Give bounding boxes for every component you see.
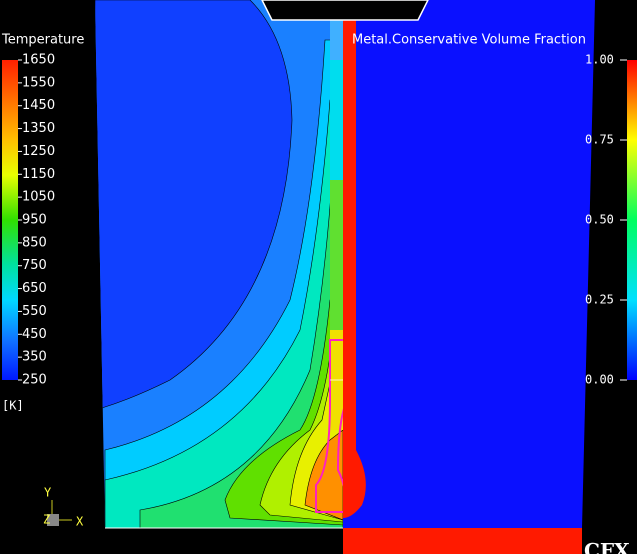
axis-triad: Y Z X bbox=[43, 486, 84, 529]
legend-label: 1150 bbox=[22, 167, 55, 182]
temperature-color-bar bbox=[2, 60, 18, 380]
volume-fraction-contour bbox=[343, 0, 595, 554]
legend-label: 0.00 bbox=[585, 373, 614, 387]
axis-label: Z bbox=[43, 513, 50, 527]
temperature-unit: [K] bbox=[2, 399, 24, 413]
legend-label: 950 bbox=[22, 213, 47, 228]
axis-label: Y bbox=[44, 486, 52, 500]
legend-label: 1.00 bbox=[585, 53, 614, 67]
logo: CFX bbox=[584, 539, 630, 554]
mould-top bbox=[261, 0, 429, 21]
temperature-contour bbox=[95, 0, 343, 528]
axis-label: X bbox=[76, 515, 84, 529]
legend-label: 650 bbox=[22, 281, 47, 296]
fraction-legend-title: Metal.Conservative Volume Fraction bbox=[352, 33, 586, 48]
temperature-legend-title: Temperature bbox=[1, 33, 84, 48]
legend-label: 1050 bbox=[22, 190, 55, 205]
legend-label: 1450 bbox=[22, 98, 55, 113]
legend-label: 1250 bbox=[22, 144, 55, 159]
legend-label: 0.25 bbox=[585, 293, 614, 307]
legend-label: 750 bbox=[22, 258, 47, 273]
legend-label: 250 bbox=[22, 373, 47, 388]
legend-label: 0.50 bbox=[585, 213, 614, 227]
legend-label: 350 bbox=[22, 350, 47, 365]
legend-label: 1550 bbox=[22, 75, 55, 90]
legend-label: 550 bbox=[22, 304, 47, 319]
legend-label: 450 bbox=[22, 327, 47, 342]
legend-label: 1350 bbox=[22, 121, 55, 136]
legend-label: 850 bbox=[22, 235, 47, 250]
fraction-color-bar bbox=[627, 60, 637, 380]
legend-label: 0.75 bbox=[585, 133, 614, 147]
legend-label: 1650 bbox=[22, 53, 55, 68]
